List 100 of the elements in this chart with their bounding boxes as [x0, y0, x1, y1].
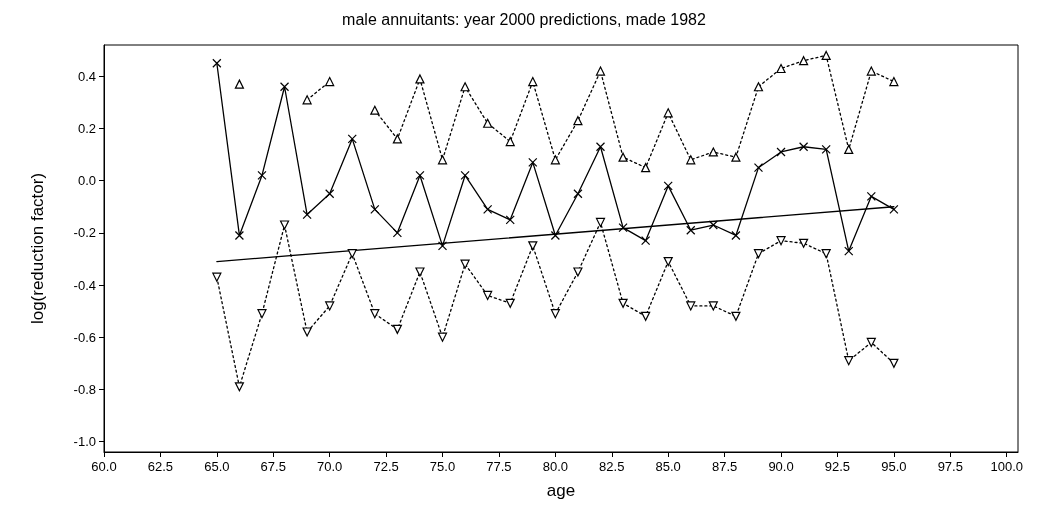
- point: [347, 134, 357, 144]
- point: [550, 230, 560, 241]
- point: [460, 82, 470, 92]
- point: [505, 136, 515, 147]
- point: [550, 155, 560, 165]
- point: [866, 337, 876, 348]
- x-tick-label: 90.0: [768, 459, 794, 474]
- point: [325, 301, 335, 311]
- point: [483, 290, 493, 301]
- point: [415, 74, 425, 84]
- point: [753, 82, 764, 92]
- point: [889, 204, 899, 214]
- x-tick-label: 95.0: [881, 459, 907, 474]
- point: [821, 249, 831, 259]
- y-tick-label: 0.0: [77, 173, 96, 189]
- point: [279, 82, 290, 92]
- x-tick-label: 62.5: [147, 459, 174, 474]
- point: [325, 189, 335, 199]
- point: [257, 170, 267, 181]
- point: [663, 181, 673, 191]
- point: [528, 157, 538, 167]
- x-tick-label: 87.5: [711, 459, 738, 474]
- point: [799, 238, 809, 248]
- point: [663, 108, 673, 118]
- y-tick-label: -0.4: [73, 277, 96, 293]
- y-tick-label: -0.8: [73, 381, 96, 397]
- point: [528, 241, 538, 251]
- x-tick-label: 100.0: [990, 459, 1023, 474]
- point: [437, 332, 448, 342]
- point: [392, 134, 402, 144]
- point: [799, 56, 809, 66]
- point: [776, 236, 786, 246]
- point: [821, 144, 831, 154]
- y-tick-label: -0.6: [73, 329, 96, 345]
- point: [753, 163, 764, 173]
- point: [866, 66, 876, 76]
- x-tick-label: 85.0: [655, 459, 681, 474]
- point: [844, 246, 854, 256]
- point: [595, 66, 606, 76]
- point: [212, 58, 222, 68]
- point: [347, 249, 357, 259]
- x-tick-label: 65.0: [204, 459, 230, 474]
- point: [889, 76, 899, 87]
- x-axis-title: age: [546, 481, 576, 500]
- point: [799, 142, 809, 152]
- point: [686, 225, 696, 235]
- point: [573, 189, 583, 199]
- y-tick-label: 0.4: [77, 68, 96, 84]
- point: [641, 236, 651, 246]
- point: [234, 230, 245, 241]
- point: [550, 309, 560, 319]
- x-tick-label: 60.0: [91, 459, 117, 474]
- point: [437, 155, 448, 165]
- point: [889, 358, 899, 368]
- point: [618, 223, 628, 233]
- point: [595, 142, 606, 152]
- point: [279, 220, 290, 230]
- point: [776, 147, 786, 157]
- point: [302, 327, 312, 337]
- chart-title: male annuitants: year 2000 predictions, made 1982: [342, 10, 706, 28]
- point: [370, 309, 380, 319]
- point: [731, 152, 741, 162]
- point: [866, 191, 876, 201]
- point: [234, 79, 245, 89]
- x-tick-label: 70.0: [317, 459, 343, 474]
- y-tick-label: 0.2: [77, 120, 96, 136]
- x-tick-label: 92.5: [824, 459, 851, 474]
- point: [641, 163, 651, 173]
- point: [844, 144, 854, 154]
- point: [483, 204, 493, 214]
- point: [618, 152, 628, 162]
- point: [595, 217, 606, 228]
- point: [505, 215, 515, 225]
- y-tick-label: -0.2: [73, 225, 96, 241]
- point: [437, 241, 448, 251]
- x-tick-label: 67.5: [260, 459, 286, 474]
- point: [460, 259, 470, 269]
- x-tick-label: 75.0: [429, 459, 456, 474]
- point: [844, 356, 854, 366]
- x-tick-label: 77.5: [486, 459, 512, 474]
- point: [505, 298, 515, 308]
- x-tick-label: 97.5: [937, 459, 963, 474]
- point: [776, 63, 786, 74]
- point: [753, 249, 764, 259]
- point: [370, 105, 380, 115]
- point: [663, 256, 673, 267]
- point: [573, 116, 583, 126]
- point: [708, 147, 718, 157]
- point: [325, 76, 335, 87]
- point: [257, 309, 267, 319]
- point: [528, 76, 538, 87]
- point: [483, 118, 493, 128]
- point: [302, 95, 312, 105]
- point: [731, 230, 741, 241]
- point: [415, 170, 425, 181]
- point: [392, 228, 402, 238]
- point: [618, 298, 628, 308]
- point: [415, 267, 425, 277]
- point: [573, 267, 583, 277]
- point: [302, 209, 312, 220]
